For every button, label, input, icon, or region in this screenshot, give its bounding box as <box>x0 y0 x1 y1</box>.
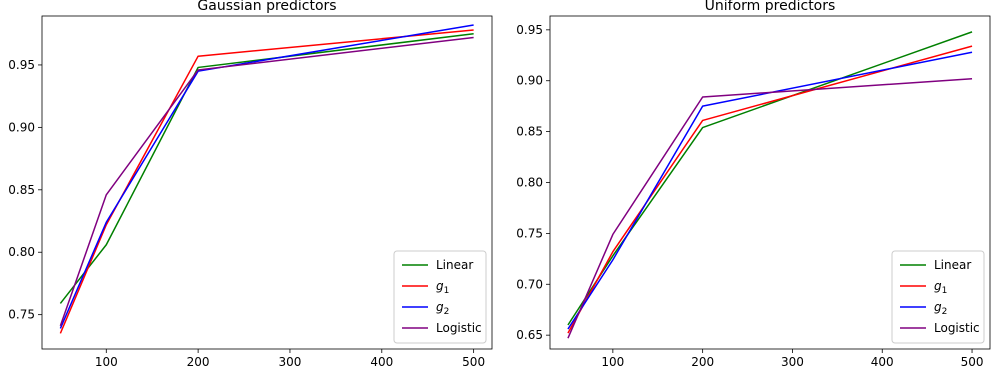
y-tick-label: 0.80 <box>8 245 35 259</box>
chart-title: Gaussian predictors <box>197 0 336 14</box>
legend-label-g1: g1 <box>436 279 449 296</box>
x-tick-label: 500 <box>462 355 485 369</box>
x-tick-label: 200 <box>691 355 714 369</box>
legend: Linear g1 g2 Logistic <box>891 250 985 344</box>
y-tick-label: 0.75 <box>8 308 35 322</box>
axes-frame <box>41 15 493 350</box>
legend-label-logistic: Logistic <box>436 321 482 335</box>
series-line-g2 <box>567 51 973 330</box>
y-tick-label: 0.70 <box>516 277 543 291</box>
x-tick-label: 300 <box>781 355 804 369</box>
legend-label-logistic: Logistic <box>934 321 980 335</box>
legend-label-g2: g2 <box>934 300 947 317</box>
legend-label-g1: g1 <box>934 279 947 296</box>
x-tick-label: 200 <box>187 355 210 369</box>
chart-uniform: Uniform predictors 100 200 300 400 500 0.65 0.7… <box>516 0 991 369</box>
chart-title: Uniform predictors <box>705 0 836 14</box>
y-tick-label: 0.95 <box>516 23 543 37</box>
legend-box <box>393 250 487 344</box>
legend-label-linear: Linear <box>934 258 971 272</box>
chart-gaussian: Gaussian predictors 100 200 300 400 500 0.75 0.… <box>8 0 493 369</box>
y-tick-label: 0.65 <box>516 328 543 342</box>
y-tick-label: 0.75 <box>516 226 543 240</box>
series-line-g2 <box>59 24 474 329</box>
x-tick-label: 100 <box>95 355 118 369</box>
x-tick-label: 500 <box>961 355 984 369</box>
x-tick-label: 400 <box>871 355 894 369</box>
legend-label-g2: g2 <box>436 300 449 317</box>
y-tick-label: 0.85 <box>516 125 543 139</box>
y-tick-label: 0.95 <box>8 58 35 72</box>
y-tick-label: 0.85 <box>8 183 35 197</box>
y-tick-label: 0.80 <box>516 176 543 190</box>
series-line-g1 <box>59 29 474 334</box>
legend-box <box>891 250 985 344</box>
legend-label-linear: Linear <box>436 258 473 272</box>
legend: Linear g1 g2 Logistic <box>393 250 487 344</box>
x-tick-label: 300 <box>279 355 302 369</box>
x-tick-label: 400 <box>370 355 393 369</box>
series-line-g1 <box>567 45 973 334</box>
series-line-logistic <box>59 36 474 327</box>
x-tick-label: 100 <box>601 355 624 369</box>
y-tick-label: 0.90 <box>516 74 543 88</box>
series-line-logistic <box>567 77 973 339</box>
y-tick-label: 0.90 <box>8 120 35 134</box>
